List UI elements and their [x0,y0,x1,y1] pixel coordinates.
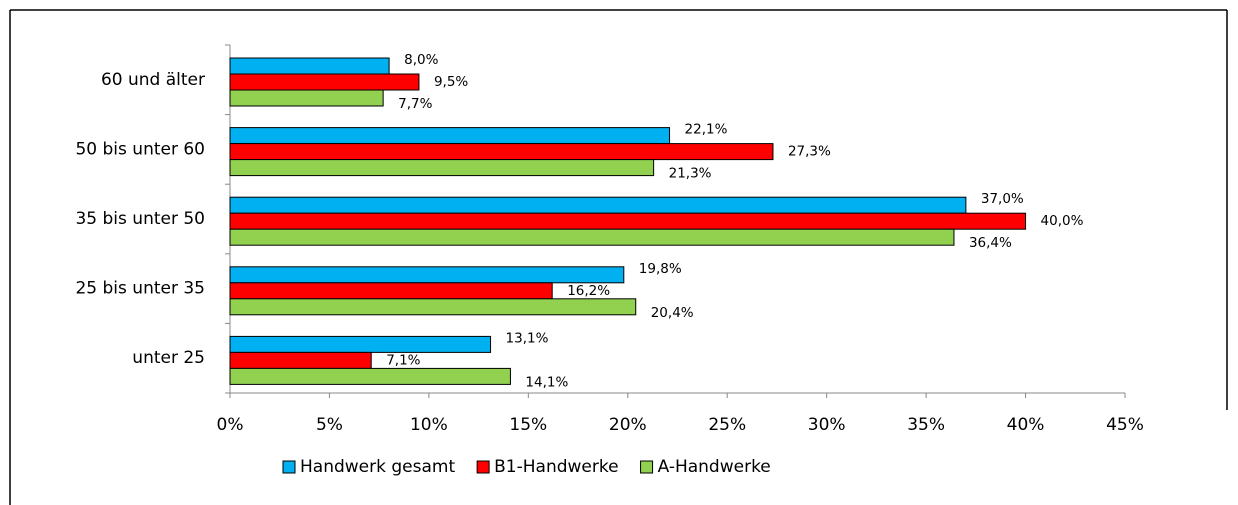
category-label: 50 bis unter 60 [75,139,205,159]
bar [229,298,637,316]
category-label: 25 bis unter 35 [75,279,205,299]
value-label: 16,2% [567,283,610,299]
bar [229,196,967,214]
legend-swatch [640,460,654,474]
value-label: 37,0% [981,191,1024,207]
legend-swatch [476,460,490,474]
value-label: 27,3% [788,144,831,160]
bar [229,367,511,385]
category-label: 35 bis unter 50 [75,209,205,229]
bar [229,127,671,145]
value-label: 7,7% [398,96,432,112]
value-label: 21,3% [669,166,712,182]
x-tick-label: 5% [316,415,343,435]
x-tick-label: 40% [1007,415,1045,435]
bar [229,73,420,91]
legend-label: A-Handwerke [658,457,771,477]
bar [229,57,390,75]
legend-label: B1-Handwerke [494,457,618,477]
value-label: 9,5% [434,74,468,90]
value-label: 19,8% [639,261,682,277]
value-label: 22,1% [685,122,728,138]
category-label: 60 und älter [101,70,205,90]
legend-label: Handwerk gesamt [300,457,455,477]
value-label: 20,4% [651,305,694,321]
bar [229,228,955,246]
bar [229,282,553,300]
value-label: 14,1% [525,374,568,390]
x-tick-label: 45% [1106,415,1144,435]
bar [229,159,655,177]
bar [229,351,372,369]
value-label: 8,0% [404,52,438,68]
x-tick-label: 35% [907,415,945,435]
value-label: 36,4% [969,235,1012,251]
x-tick-label: 10% [410,415,448,435]
bar [229,335,492,353]
bar [229,89,384,107]
x-tick-label: 0% [217,415,244,435]
bar [229,212,1027,230]
category-label: unter 25 [132,348,205,368]
legend-swatch [282,460,296,474]
x-tick-label: 15% [509,415,547,435]
bar [229,266,625,284]
x-tick-label: 30% [808,415,846,435]
x-tick-label: 20% [609,415,647,435]
value-label: 40,0% [1041,213,1084,229]
x-tick-label: 25% [708,415,746,435]
value-label: 13,1% [506,330,549,346]
bar [229,143,774,161]
value-label: 7,1% [386,352,420,368]
